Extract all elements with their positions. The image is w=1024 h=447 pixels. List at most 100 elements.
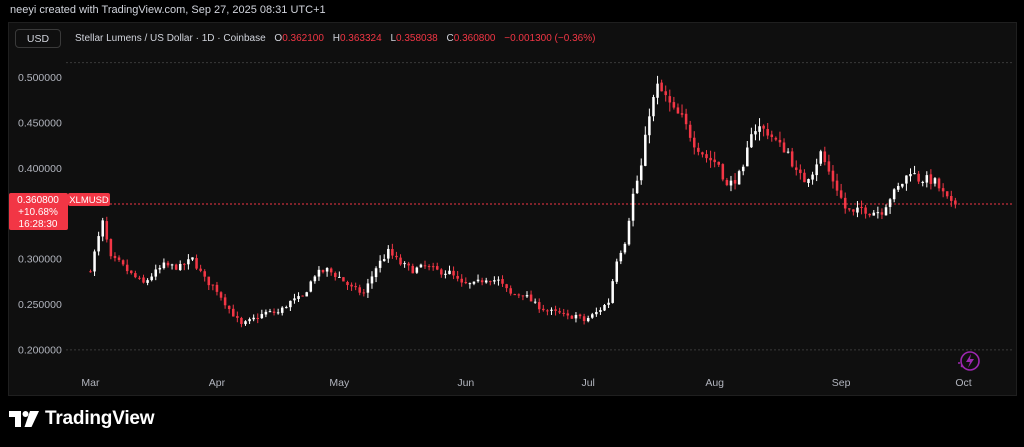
candle-up: [872, 212, 876, 216]
candle-up: [313, 276, 317, 282]
candle-up: [415, 267, 419, 273]
y-tick-label: 0.200000: [18, 344, 62, 356]
symbol-title[interactable]: Stellar Lumens / US Dollar · 1D · Coinba…: [75, 33, 266, 44]
candle-down: [134, 273, 137, 278]
candle-down: [272, 311, 276, 313]
price-label-change: +10.68%: [18, 207, 58, 218]
candle-down: [688, 124, 692, 138]
candle-down: [236, 316, 239, 318]
candle-down: [219, 292, 223, 298]
low-label: L: [390, 33, 396, 44]
candle-down: [701, 152, 704, 155]
close-value: 0.360800: [453, 33, 496, 44]
tradingview-logo[interactable]: TradingView: [9, 408, 155, 430]
candle-down: [917, 173, 920, 182]
candle-down: [138, 277, 141, 279]
candle-up: [366, 283, 370, 293]
candle-down: [109, 239, 113, 257]
candle-down: [770, 134, 774, 138]
currency-button[interactable]: USD: [15, 29, 61, 48]
candle-up: [187, 259, 190, 265]
candle-down: [558, 311, 561, 313]
candle-up: [856, 207, 859, 213]
candle-up: [252, 317, 255, 320]
candle-down: [395, 255, 398, 258]
candle-up: [285, 307, 288, 309]
candle-down: [207, 276, 211, 286]
candle-up: [627, 220, 631, 245]
candle-up: [309, 281, 313, 292]
candle-up: [909, 173, 912, 177]
candle-down: [941, 188, 945, 192]
candle-down: [183, 263, 186, 265]
candle-down: [142, 277, 145, 283]
candle-down: [799, 169, 802, 174]
candle-up: [419, 264, 423, 268]
candle-up: [896, 186, 900, 190]
high-label: H: [332, 33, 340, 44]
candle-down: [174, 264, 178, 270]
candle-down: [582, 316, 586, 322]
candle-down: [195, 258, 198, 269]
close-label: C: [446, 33, 454, 44]
candle-up: [652, 97, 655, 117]
candle-down: [713, 159, 716, 163]
high-value: 0.363324: [339, 33, 382, 44]
candle-up: [370, 276, 374, 284]
x-tick-label: Apr: [209, 377, 226, 389]
candle-up: [93, 251, 96, 272]
candle-up: [248, 319, 251, 322]
candle-down: [350, 284, 353, 287]
candle-down: [199, 268, 202, 271]
candle-up: [648, 116, 651, 136]
candle-down: [860, 206, 863, 208]
candle-down: [794, 167, 798, 170]
candle-down: [717, 161, 721, 165]
y-tick-label: 0.400000: [18, 163, 62, 175]
candle-down: [937, 178, 941, 189]
x-tick-label: Oct: [955, 377, 971, 389]
candle-down: [362, 292, 366, 294]
candle-up: [448, 270, 451, 275]
candle-up: [905, 175, 908, 184]
candle-up: [901, 183, 904, 187]
candle-down: [166, 262, 170, 266]
candle-down: [733, 180, 737, 184]
candle-up: [741, 166, 745, 172]
ticker-tag: XLMUSD: [68, 193, 110, 206]
candle-down: [578, 314, 582, 317]
candle-up: [403, 263, 406, 265]
candle-down: [864, 207, 867, 214]
candle-down: [660, 82, 663, 92]
candle-down: [358, 287, 361, 293]
x-tick-label: May: [329, 377, 350, 389]
candle-up: [758, 126, 761, 132]
candle-up: [892, 189, 896, 200]
candle-down: [954, 200, 957, 205]
candle-up: [631, 193, 635, 221]
candle-down: [721, 164, 725, 180]
candle-up: [260, 314, 264, 319]
candle-down: [240, 317, 243, 324]
y-tick-label: 0.250000: [18, 299, 62, 311]
candle-down: [431, 266, 435, 268]
candle-down: [852, 209, 855, 212]
candle-up: [786, 151, 790, 153]
y-tick-label: 0.500000: [18, 72, 62, 84]
tradingview-brand-text: TradingView: [45, 408, 155, 429]
ticker-tag-text: XLMUSD: [69, 195, 109, 206]
reference-lines: [66, 62, 1014, 351]
candle-down: [411, 265, 415, 274]
candle-down: [839, 190, 843, 198]
candle-up: [317, 269, 321, 277]
candle-down: [831, 170, 835, 182]
candle-up: [297, 296, 300, 299]
price-label-price: 0.360800: [17, 195, 59, 206]
candle-down: [125, 264, 129, 272]
candle-down: [848, 208, 851, 210]
candle-up: [888, 199, 892, 207]
lightning-icon[interactable]: [958, 351, 980, 371]
candle-up: [170, 264, 174, 266]
candle-down: [117, 257, 121, 260]
